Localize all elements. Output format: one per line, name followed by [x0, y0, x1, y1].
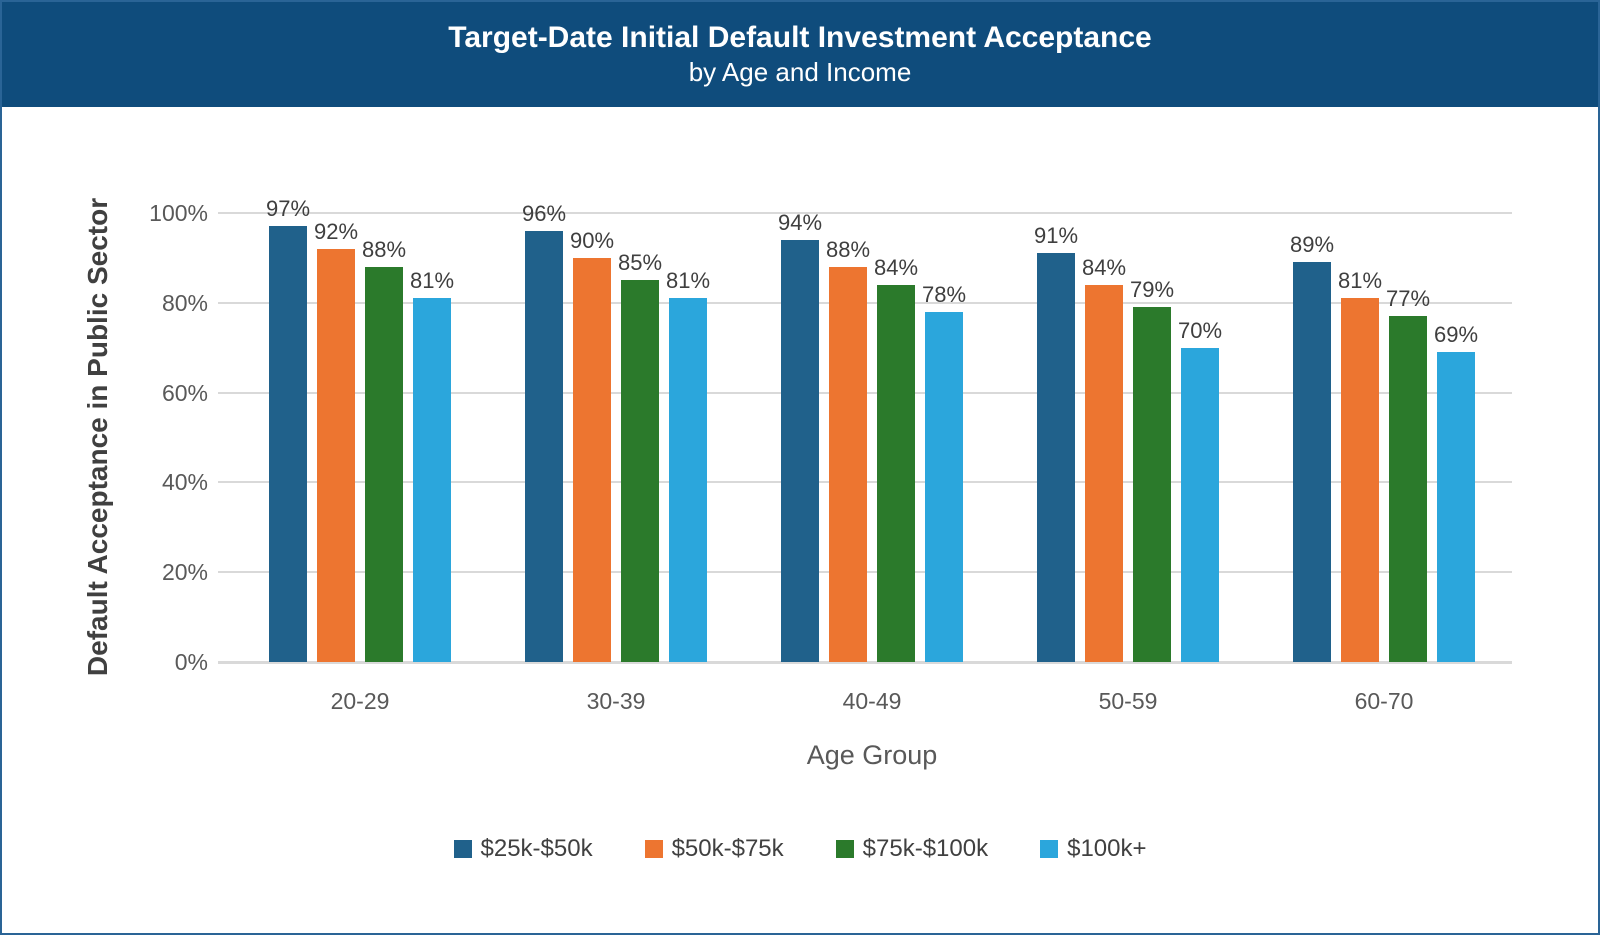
bar-group-50-59: 91% 84% 79% 70%	[1033, 213, 1223, 662]
bar-slot: 85%	[617, 213, 663, 662]
bar-group-20-29: 97% 92% 88% 81%	[266, 196, 455, 662]
bar-value-label: 89%	[1289, 232, 1335, 258]
legend-item-$50k-$75k: $50k-$75k	[644, 835, 784, 863]
chart-subtitle: by Age and Income	[688, 57, 912, 88]
bar-$75k-$100k-20-29	[365, 266, 403, 662]
bar-slot: 81%	[665, 213, 711, 662]
bar-value-label: 96%	[521, 200, 567, 226]
bar-$100k+-30-39	[669, 298, 707, 662]
bar-$100k+-60-70	[1437, 352, 1475, 662]
bar-slot: 69%	[1433, 213, 1479, 662]
y-tick-label: 60%	[161, 379, 208, 406]
bar-$25k-$50k-40-49	[781, 239, 819, 662]
bar-$100k+-20-29	[413, 298, 451, 662]
legend-swatch-icon	[453, 840, 472, 858]
bar-slot: 78%	[921, 213, 967, 662]
bar-value-label: 90%	[569, 227, 615, 253]
x-axis-title: Age Group	[806, 740, 938, 770]
chart-area: Default Acceptance in Public Sector 0% 20…	[2, 107, 1598, 933]
bar-$25k-$50k-60-70	[1293, 262, 1331, 662]
bar-value-label: 94%	[777, 209, 823, 235]
bar-$75k-$100k-60-70	[1389, 316, 1427, 662]
bar-slot: 70%	[1177, 213, 1223, 662]
bar-group-30-39: 96% 90% 85% 81%	[522, 201, 711, 662]
bar-slot: 81%	[1337, 213, 1383, 662]
bar-slot: 91%	[1033, 213, 1079, 662]
bar-$25k-$50k-50-59	[1037, 253, 1075, 662]
legend-swatch-icon	[644, 840, 663, 858]
legend: $25k-$50k $50k-$75k $75k-$100k $100k+	[2, 835, 1598, 863]
bar-value-label: 88%	[825, 236, 871, 262]
bar-slot: 84%	[873, 213, 919, 662]
bar-slot: 94%	[777, 209, 823, 662]
bar-slot: 96%	[522, 201, 566, 662]
y-tick-label: 40%	[161, 469, 208, 496]
chart-header: Target-Date Initial Default Investment A…	[2, 2, 1598, 107]
bar-slot: 84%	[1081, 213, 1127, 662]
x-tick-label-30-39: 30-39	[586, 688, 646, 714]
x-tick-label-20-29: 20-29	[330, 688, 390, 714]
bar-slot: 77%	[1385, 213, 1431, 662]
bar-value-label: 84%	[873, 254, 919, 280]
bar-$75k-$100k-50-59	[1133, 307, 1171, 662]
gridline-100	[218, 212, 1512, 214]
legend-item-$75k-$100k: $75k-$100k	[835, 835, 989, 863]
legend-label: $25k-$50k	[480, 835, 593, 862]
bar-value-label: 69%	[1433, 322, 1479, 348]
bar-value-label: 92%	[313, 218, 359, 244]
legend-item-$25k-$50k: $25k-$50k	[453, 835, 593, 863]
bar-value-label: 70%	[1177, 317, 1223, 343]
bar-$50k-$75k-40-49	[829, 266, 867, 662]
bar-$100k+-50-59	[1181, 347, 1219, 662]
bar-$75k-$100k-30-39	[621, 280, 659, 662]
bar-$25k-$50k-20-29	[269, 226, 307, 662]
y-tick-label: 20%	[161, 559, 208, 586]
bar-value-label: 84%	[1081, 254, 1127, 280]
bar-value-label: 77%	[1385, 286, 1431, 312]
bar-slot: 90%	[569, 213, 615, 662]
bar-$50k-$75k-60-70	[1341, 298, 1379, 662]
y-tick-label: 0%	[174, 649, 208, 675]
bar-slot: 88%	[825, 213, 871, 662]
chart-title: Target-Date Initial Default Investment A…	[448, 21, 1152, 55]
y-tick-label: 80%	[161, 289, 208, 316]
bar-slot: 79%	[1129, 213, 1175, 662]
bar-value-label: 81%	[665, 268, 711, 294]
y-axis-ticks: 0% 20% 40% 60% 80% 100%	[2, 200, 208, 675]
legend-label: $75k-$100k	[862, 835, 989, 862]
bar-slot: 92%	[313, 213, 359, 662]
bar-group-40-49: 94% 88% 84% 78%	[777, 209, 967, 662]
legend-swatch-icon	[835, 840, 854, 858]
bar-slot: 89%	[1289, 213, 1335, 662]
bar-value-label: 97%	[265, 196, 311, 222]
bar-group-60-70: 89% 81% 77% 69%	[1289, 213, 1479, 662]
bar-value-label: 85%	[617, 250, 663, 276]
legend-label: $100k+	[1067, 835, 1147, 862]
bar-$75k-$100k-40-49	[877, 284, 915, 662]
plot-area: 97% 92% 88% 81% 96% 90% 85% 81% 94% 88% 84% 78% 91% 8…	[218, 196, 1512, 664]
bar-slot: 97%	[266, 196, 310, 662]
x-tick-label-50-59: 50-59	[1098, 688, 1158, 714]
bar-slot: 81%	[409, 213, 455, 662]
bar-value-label: 91%	[1033, 223, 1079, 249]
bar-value-label: 88%	[361, 236, 407, 262]
bar-$50k-$75k-30-39	[573, 257, 611, 662]
bar-$50k-$75k-50-59	[1085, 284, 1123, 662]
bar-value-label: 81%	[1337, 268, 1383, 294]
bar-value-label: 78%	[921, 281, 967, 307]
bar-value-label: 79%	[1129, 277, 1175, 303]
bar-slot: 88%	[361, 213, 407, 662]
x-tick-label-40-49: 40-49	[842, 688, 902, 714]
legend-label: $50k-$75k	[671, 835, 784, 862]
gridline-0	[218, 661, 1512, 664]
x-tick-label-60-70: 60-70	[1354, 688, 1414, 714]
y-tick-label: 100%	[149, 200, 208, 226]
bar-value-label: 81%	[409, 268, 455, 294]
bar-$50k-$75k-20-29	[317, 248, 355, 662]
bar-$25k-$50k-30-39	[525, 230, 563, 662]
legend-swatch-icon	[1040, 840, 1059, 858]
legend-item-$100k+: $100k+	[1040, 835, 1147, 863]
bar-$100k+-40-49	[925, 311, 963, 662]
